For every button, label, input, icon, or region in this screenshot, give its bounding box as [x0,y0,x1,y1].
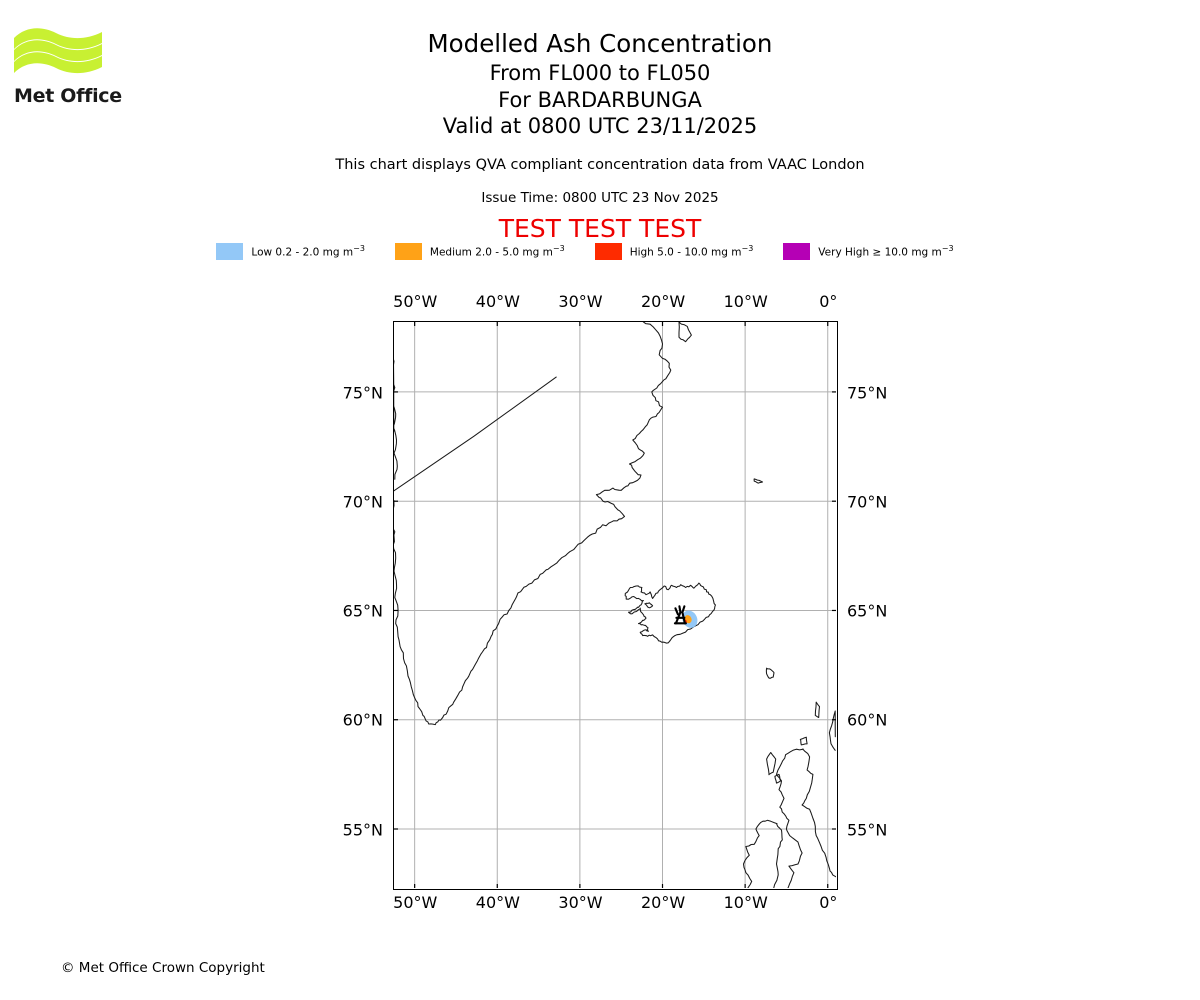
lat-tick-label-left: 70°N [342,492,383,512]
chart-title-block: Modelled Ash Concentration From FL000 to… [0,28,1200,140]
coastline-path [766,751,777,776]
volcano-stroke [678,605,682,614]
legend-item-medium: Medium 2.0 - 5.0 mg m−3 [394,243,595,260]
coastline-path [765,667,775,679]
title-valid-time: Valid at 0800 UTC 23/11/2025 [442,114,758,138]
lon-tick-label: 50°W [393,292,438,311]
legend-label-high: High 5.0 - 10.0 mg m−3 [629,244,754,259]
lon-tick-label: 40°W [475,292,520,311]
coastline-path [678,322,692,343]
volcano-stroke [674,607,679,616]
lon-tick-label: 20°W [641,893,686,912]
lon-tick-label: 0° [819,893,838,912]
axis-ticks [394,322,836,888]
coastline-path [799,736,808,746]
test-banner: TEST TEST TEST [498,214,702,243]
lat-tick-label-left: 55°N [342,820,383,840]
legend-swatch-very-high [783,243,811,260]
met-office-logo: Met Office [12,24,132,107]
legend-swatch-low [216,243,244,260]
lat-tick-label-left: 75°N [342,383,383,403]
map-plot-area [393,321,838,890]
legend-label-medium: Medium 2.0 - 5.0 mg m−3 [429,244,565,259]
coastline-path [394,322,672,726]
met-office-wordmark: Met Office [14,85,122,107]
lat-tick-label-left: 60°N [342,710,383,730]
lat-tick-label-right: 55°N [847,820,888,840]
legend-swatch-high [594,243,622,260]
issue-time-label: Issue Time: 0800 UTC 23 Nov 2025 [481,190,719,206]
volcano-symbol-icon [673,605,687,625]
lon-tick-label: 10°W [723,893,768,912]
page-title: Modelled Ash Concentration [427,29,773,58]
lon-tick-label: 10°W [723,292,768,311]
legend-swatch-medium [394,243,422,260]
lon-tick-label: 30°W [558,893,603,912]
coastline-path [828,710,836,751]
coastline-path [644,602,654,609]
coastline-path [394,359,398,480]
copyright-footer: © Met Office Crown Copyright [61,960,265,976]
legend-item-very-high: Very High ≥ 10.0 mg m−3 [783,243,983,260]
lon-tick-label: 0° [819,292,838,311]
met-office-waves-logo-icon [14,28,102,74]
coastline-path [742,819,783,888]
lat-tick-label-right: 65°N [847,601,888,621]
lat-tick-label-right: 60°N [847,710,888,730]
chart-subtitle: This chart displays QVA compliant concen… [335,157,865,173]
coastline-geometry [394,322,836,888]
legend-item-high: High 5.0 - 10.0 mg m−3 [594,243,784,260]
lon-tick-label: 40°W [475,893,520,912]
coastline-path [814,701,821,719]
coastline-path [774,773,782,784]
lon-tick-label: 20°W [641,292,686,311]
legend-label-very-high: Very High ≥ 10.0 mg m−3 [818,244,954,259]
title-flight-levels: From FL000 to FL050 [489,61,711,85]
concentration-legend: Low 0.2 - 2.0 mg m−3 Medium 2.0 - 5.0 mg … [0,243,1200,260]
coastline-path [775,748,836,888]
lat-tick-label-right: 70°N [847,492,888,512]
legend-label-low: Low 0.2 - 2.0 mg m−3 [251,244,365,259]
volcano-stroke [681,605,686,614]
map-graphics [394,322,836,888]
legend-item-low: Low 0.2 - 2.0 mg m−3 [216,243,394,260]
lat-tick-label-right: 75°N [847,383,888,403]
map-gridlines [394,322,836,888]
title-volcano: For BARDARBUNGA [498,87,702,112]
lat-tick-label-left: 65°N [342,601,383,621]
ash-concentration-map: 50°W 40°W 30°W 20°W 10°W 0° 50°W 40°W 30°W 20°W 1… [343,292,888,912]
coastline-path [624,582,716,644]
coastline-path [753,478,764,484]
lon-tick-label: 30°W [558,292,603,311]
lon-tick-label: 50°W [393,893,438,912]
